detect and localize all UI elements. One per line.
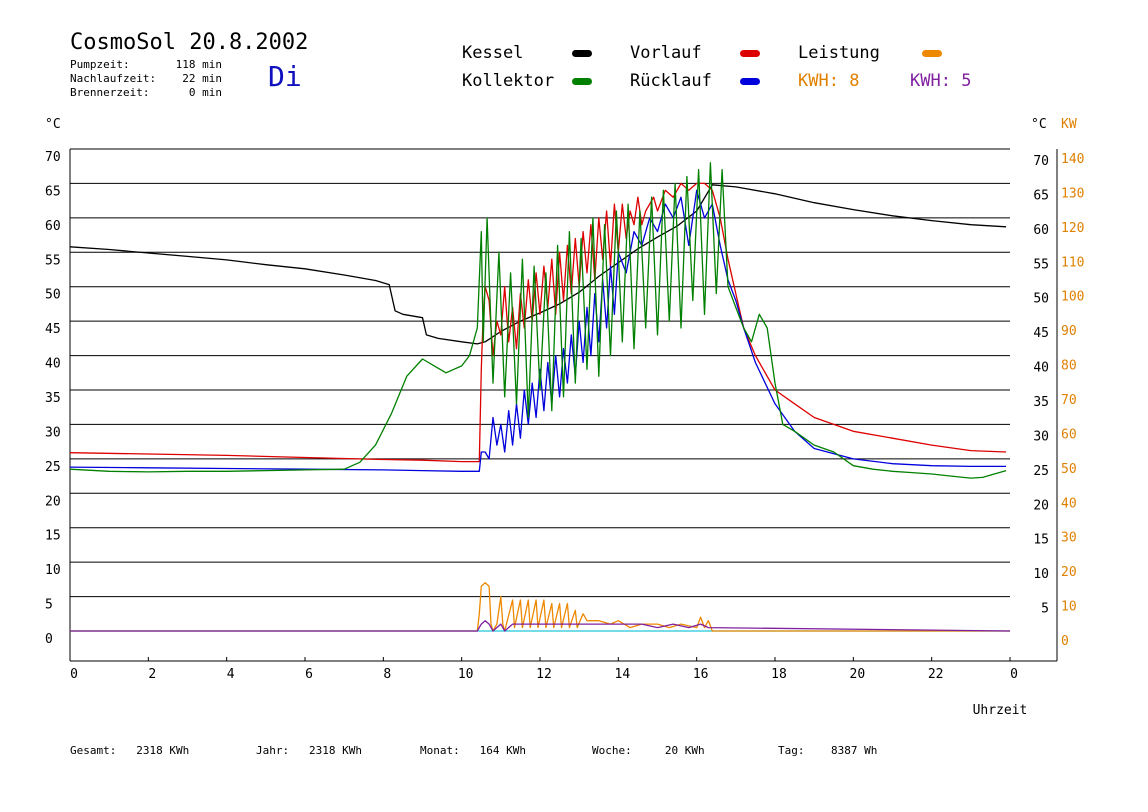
x-tick-label: 2: [148, 667, 156, 682]
y-tick-label-right: 25: [1033, 464, 1049, 479]
kw-tick-label: 30: [1061, 531, 1077, 546]
legend-kessel-swatch: [572, 50, 592, 57]
y-tick-label-right: 20: [1033, 498, 1049, 513]
footer-woche: Woche: 20 KWh: [592, 744, 705, 757]
x-tick-label: 8: [383, 667, 391, 682]
x-tick-label: 20: [850, 667, 866, 682]
y-tick-label-left: 45: [45, 322, 61, 337]
y-tick-label-left: 15: [45, 529, 61, 544]
x-axis-title: Uhrzeit: [973, 703, 1028, 718]
y-tick-label-right: 50: [1033, 292, 1049, 307]
x-tick-label: 16: [693, 667, 709, 682]
kw-tick-label: 80: [1061, 359, 1077, 374]
y-tick-label-right: 55: [1033, 257, 1049, 272]
y-axis-unit-right: °C: [1031, 117, 1047, 132]
kwh-total-2: KWH: 5: [910, 71, 972, 91]
kw-tick-label: 20: [1061, 565, 1077, 580]
footer-gesamt: Gesamt: 2318 KWh: [70, 744, 190, 757]
x-tick-label: 4: [227, 667, 235, 682]
info-brennerzeit: Brennerzeit: 0 min: [70, 86, 222, 99]
legend-kessel-label: Kessel: [462, 43, 524, 63]
y-tick-label-right: 70: [1033, 154, 1049, 169]
y-tick-label-left: 55: [45, 253, 61, 268]
kw-tick-label: 120: [1061, 221, 1084, 236]
y-tick-label-right: 60: [1033, 223, 1049, 238]
kw-tick-label: 130: [1061, 186, 1084, 201]
chart-grid: [70, 148, 1010, 632]
kw-tick-label: 140: [1061, 152, 1084, 167]
series-line-kollektor: [69, 162, 1007, 479]
x-tick-label: 0: [70, 667, 78, 682]
kw-tick-label: 90: [1061, 324, 1077, 339]
y-tick-label-left: 70: [45, 150, 61, 165]
y-tick-label-right: 15: [1033, 533, 1049, 548]
y-tick-label-right: 5: [1041, 602, 1049, 617]
y-tick-label-left: 50: [45, 288, 61, 303]
y-tick-label-left: 30: [45, 425, 61, 440]
legend-leistung-swatch: [922, 50, 942, 57]
kwh-total-1: KWH: 8: [798, 71, 860, 91]
x-tick-label: 18: [771, 667, 787, 682]
legend-kollektor-swatch: [572, 78, 592, 85]
chart-series: [69, 162, 1011, 632]
y-tick-label-left: 20: [45, 494, 61, 509]
y-tick-label-left: 60: [45, 219, 61, 234]
series-line-leistung2: [70, 620, 1011, 632]
legend-vorlauf-label: Vorlauf: [630, 43, 702, 63]
y-tick-label-left: 65: [45, 184, 61, 199]
y-tick-label-right: 35: [1033, 395, 1049, 410]
weekday-label: Di: [268, 60, 302, 93]
legend-leistung-label: Leistung: [798, 43, 880, 63]
info-nachlaufzeit: Nachlaufzeit: 22 min: [70, 72, 222, 85]
kw-tick-label: 40: [1061, 496, 1077, 511]
kw-tick-label: 100: [1061, 290, 1084, 305]
series-line-r-cklauf: [69, 189, 1007, 472]
series-line-vorlauf: [69, 182, 1007, 463]
y-tick-label-left: 10: [45, 563, 61, 578]
footer-monat: Monat: 164 KWh: [420, 744, 526, 757]
x-tick-label: 10: [458, 667, 474, 682]
footer-tag: Tag: 8387 Wh: [778, 744, 878, 757]
legend-vorlauf-swatch: [740, 50, 760, 57]
footer-jahr: Jahr: 2318 KWh: [256, 744, 362, 757]
y-tick-label-right: 30: [1033, 429, 1049, 444]
y-tick-label-left: 5: [45, 598, 53, 613]
x-tick-label: 14: [615, 667, 631, 682]
chart-title: CosmoSol 20.8.2002: [70, 30, 309, 55]
kw-tick-label: 110: [1061, 255, 1084, 270]
y-tick-label-right: 45: [1033, 326, 1049, 341]
x-tick-label: 22: [928, 667, 944, 682]
kw-tick-label: 60: [1061, 427, 1077, 442]
x-tick-label: 0: [1010, 667, 1018, 682]
chart-axes: [69, 149, 1058, 662]
y-tick-label-left: 35: [45, 391, 61, 406]
y-tick-label-right: 40: [1033, 361, 1049, 376]
x-tick-label: 6: [305, 667, 313, 682]
legend-ruecklauf-swatch: [740, 78, 760, 85]
y-tick-label-right: 65: [1033, 188, 1049, 203]
info-pumpzeit: Pumpzeit: 118 min: [70, 58, 222, 71]
y-tick-label-left: 40: [45, 357, 61, 372]
y-tick-label-left: 0: [45, 632, 53, 647]
legend-ruecklauf-label: Rücklauf: [630, 71, 712, 91]
kw-tick-label: 50: [1061, 462, 1077, 477]
y-tick-label-right: 10: [1033, 567, 1049, 582]
kw-axis-unit: KW: [1061, 117, 1077, 132]
chart-ticks: 0510152025303540455055606570510152025303…: [45, 117, 1084, 718]
y-axis-unit-left: °C: [45, 117, 61, 132]
x-tick-label: 12: [536, 667, 552, 682]
kw-tick-label: 10: [1061, 600, 1077, 615]
kw-tick-label: 70: [1061, 393, 1077, 408]
kw-tick-label: 0: [1061, 634, 1069, 649]
series-line-kessel: [69, 184, 1007, 345]
y-tick-label-left: 25: [45, 460, 61, 475]
legend-kollektor-label: Kollektor: [462, 71, 555, 91]
